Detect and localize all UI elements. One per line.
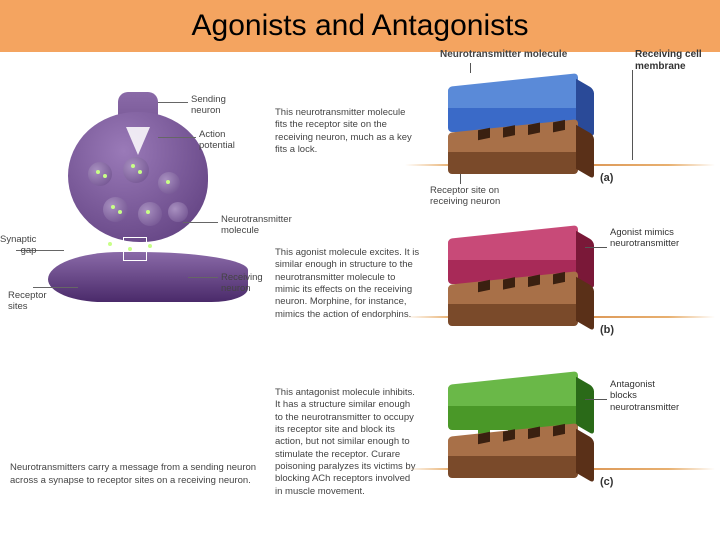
panel-c-description: This antagonist molecule inhibits. It ha…: [275, 387, 420, 498]
label-gap: Synaptic gap: [0, 234, 36, 257]
panel-c-block: [438, 374, 588, 489]
label-nt: Neurotransmitter molecule: [221, 214, 271, 237]
synapse-image: Sending neuron Action potential Synaptic…: [8, 102, 248, 302]
panel-a-letter: (a): [600, 172, 613, 184]
label-receptor: Receptor sites: [8, 290, 47, 313]
label-sending: Sending neuron: [191, 94, 226, 117]
diagram-content: Sending neuron Action potential Synaptic…: [0, 52, 720, 540]
label-nt-molecule: Neurotransmitter molecule: [440, 49, 567, 61]
synapse-diagram: Sending neuron Action potential Synaptic…: [8, 102, 268, 302]
panel-a-description: This neurotransmitter molecule fits the …: [275, 107, 420, 156]
label-receptor-site: Receptor site on receiving neuron: [430, 185, 500, 208]
panel-b-description: This agonist molecule excites. It is sim…: [275, 247, 420, 321]
panel-b-block: [438, 222, 588, 337]
panel-c-right-label: Antagonist blocks neurotransmitter: [610, 379, 715, 413]
page-title: Agonists and Antagonists: [192, 9, 529, 43]
panel-b-right-label: Agonist mimics neurotransmitter: [610, 227, 715, 250]
panel-a-block: [438, 70, 588, 185]
label-receiving: Receiving neuron: [221, 272, 263, 295]
synapse-caption: Neurotransmitters carry a message from a…: [10, 462, 265, 488]
panel-b-letter: (b): [600, 324, 614, 336]
label-action: Action potential: [199, 129, 235, 152]
label-membrane: Receiving cell membrane: [635, 49, 720, 73]
panel-c-letter: (c): [600, 476, 613, 488]
title-bar: Agonists and Antagonists: [0, 0, 720, 52]
